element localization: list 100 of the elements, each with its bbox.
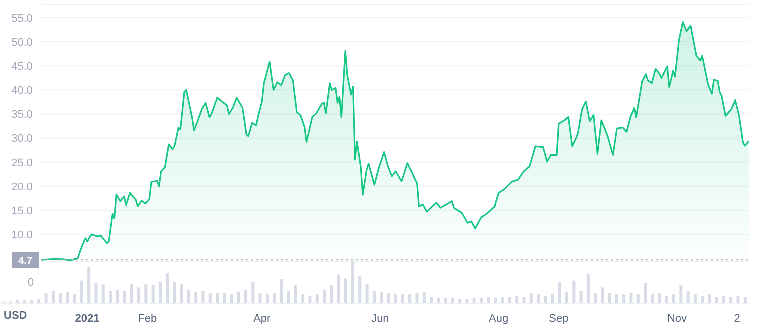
bar [494,298,498,304]
bar [694,294,697,304]
bar [80,280,84,304]
bar [558,282,562,304]
bar [437,298,440,304]
bar [736,296,740,304]
bar [223,293,226,304]
y-tick-label: 30.0 [12,133,33,146]
x-tick-label: Sep [549,313,569,325]
bar [316,294,319,304]
bar [187,290,190,304]
bar [472,298,476,304]
x-tick-label: Feb [138,313,158,325]
x-tick-label: Aug [488,313,509,325]
bar [180,284,184,304]
y-tick-label: 10.0 [12,229,33,242]
bar [566,292,569,304]
bar [208,293,212,304]
bar [451,298,454,304]
bar [516,296,519,304]
bar [52,292,55,304]
x-tick-label: Apr [254,313,272,325]
bar [266,294,269,304]
bar [152,286,155,304]
bar [416,293,419,304]
bar [480,298,483,304]
bar [380,292,384,304]
bar [580,292,583,304]
bar [258,293,262,304]
bar [44,293,48,304]
bar [715,297,718,304]
bar [586,274,590,304]
bar [630,293,633,304]
bar [330,286,334,304]
bar [116,290,120,304]
bar [430,297,433,304]
bar [230,294,234,304]
bar [730,297,733,304]
bar [337,274,340,304]
bar [287,292,290,304]
bar [551,294,554,304]
bar [444,298,448,304]
bar [237,292,240,304]
bar [294,286,298,304]
bar [123,292,126,304]
ref-line-label: 4.7 [18,256,33,268]
bar [544,296,548,304]
y-tick-label: 15.0 [12,205,33,218]
bar [537,294,540,304]
y-tick-label: 25.0 [12,157,33,170]
bar [615,294,618,304]
bar [408,294,412,304]
bar [601,288,604,304]
bar [358,276,362,304]
bar [308,296,312,304]
x-tick-label: Jun [372,313,390,325]
x-tick-label: Nov [667,313,688,325]
bar [94,283,98,304]
bar [352,261,355,304]
x-tick-label: 2021 [75,313,100,325]
bar [501,297,504,304]
bar [194,292,198,304]
bar [130,284,134,304]
bar [202,292,205,304]
bar [487,297,490,304]
y-tick-label: 55.0 [12,12,33,25]
bar [302,294,305,304]
bar [394,294,398,304]
bar [665,296,668,304]
annotation: 0 [28,277,34,289]
bar [216,293,219,304]
bar [59,293,62,304]
bar [701,296,704,304]
x-tick-label: 2 [734,313,740,325]
bar [636,294,640,304]
bar [644,283,647,304]
bar [366,284,369,304]
bar [173,282,176,304]
bar [138,288,141,304]
bar [522,297,526,304]
bar [109,292,112,304]
bar [158,282,162,304]
bar [572,280,576,304]
bar [166,273,170,304]
bar [658,293,662,304]
bar [594,293,598,304]
y-tick-label: 35.0 [12,109,33,122]
bar [273,293,276,304]
bar [372,292,376,304]
bar [252,282,255,304]
bar [422,292,426,304]
y-tick-label: 20.0 [12,181,33,194]
bar [280,279,284,304]
bar [651,294,654,304]
y-tick-label: 50.0 [12,36,33,49]
bar [66,292,70,304]
bar [672,294,676,304]
bar [530,293,533,304]
bar [622,294,626,304]
bar [344,278,348,304]
